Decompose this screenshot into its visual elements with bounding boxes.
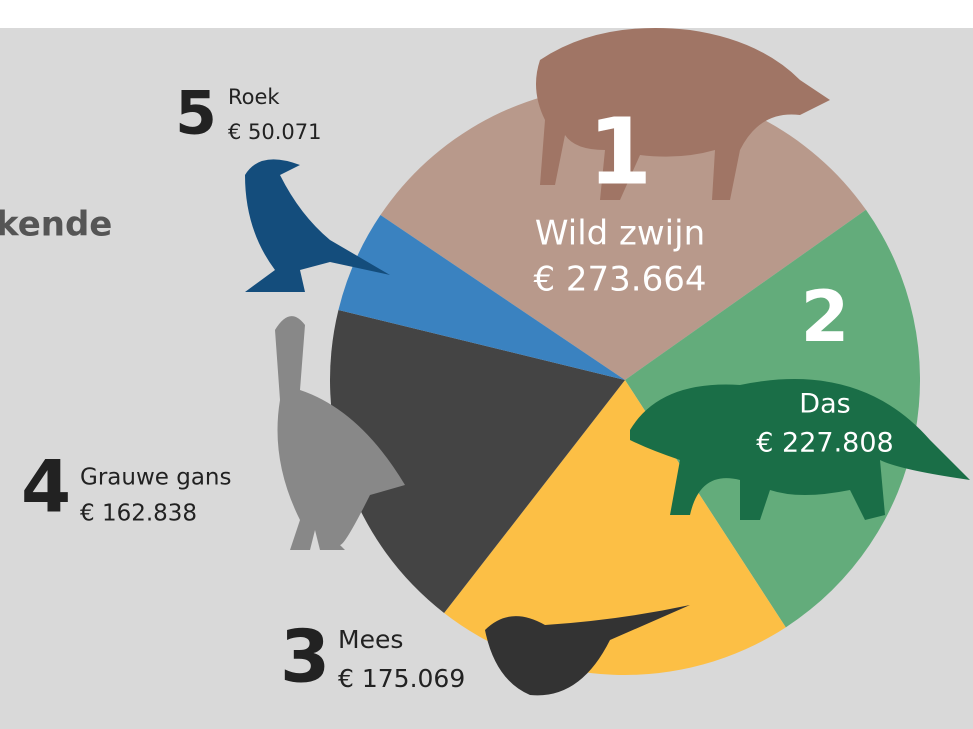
value-label: € 227.808 [756, 428, 893, 459]
rank-label: 5 [175, 79, 217, 149]
animal-silhouettes [245, 28, 970, 696]
value-label: € 175.069 [338, 664, 465, 693]
value-label: € 50.071 [228, 120, 322, 144]
badger [630, 379, 970, 520]
pie-slice [330, 309, 625, 614]
rank-label: 3 [280, 615, 330, 699]
goose [275, 316, 405, 550]
category-label: Grauwe gans [80, 465, 231, 491]
pie-slice [380, 84, 866, 380]
rank-label: 4 [21, 445, 71, 529]
category-label: Das [799, 389, 850, 420]
top-strip [0, 0, 973, 28]
rook [245, 159, 390, 292]
rank-label: 2 [801, 276, 850, 358]
chart-title: kende [0, 205, 112, 245]
category-label: Mees [338, 625, 403, 654]
category-label: Roek [228, 85, 280, 109]
pie-slice [444, 380, 786, 675]
pie-slice [338, 215, 625, 380]
rank-label: 1 [588, 98, 652, 205]
tit [485, 605, 690, 696]
category-label: Wild zwijn [535, 214, 705, 254]
boar [536, 28, 830, 200]
value-label: € 273.664 [533, 260, 706, 300]
value-label: € 162.838 [80, 501, 197, 527]
